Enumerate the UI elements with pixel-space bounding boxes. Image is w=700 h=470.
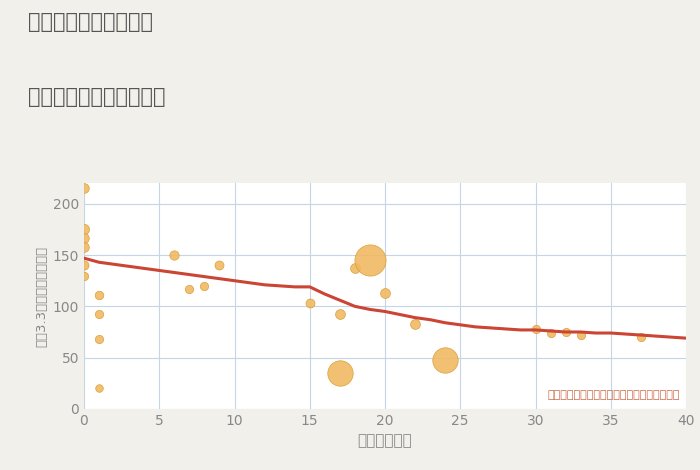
Point	[636, 333, 647, 341]
Point	[183, 285, 195, 293]
Point	[530, 325, 541, 333]
Point	[78, 262, 90, 269]
Point	[78, 226, 90, 233]
Point	[304, 299, 315, 307]
Text: 兵庫県西宮市戸崎町の: 兵庫県西宮市戸崎町の	[28, 12, 153, 32]
Point	[335, 310, 346, 317]
Point	[169, 251, 180, 259]
Point	[93, 336, 105, 343]
Point	[440, 356, 451, 363]
Point	[379, 289, 391, 297]
Point	[560, 328, 571, 336]
Point	[410, 320, 421, 328]
Point	[78, 185, 90, 192]
Point	[93, 310, 105, 317]
Point	[214, 262, 225, 269]
Point	[199, 282, 210, 290]
Point	[364, 257, 375, 264]
Point	[78, 234, 90, 242]
Point	[78, 272, 90, 279]
Y-axis label: 坪（3.3㎡）単価（万円）: 坪（3.3㎡）単価（万円）	[36, 245, 48, 347]
Point	[575, 331, 587, 339]
Point	[93, 291, 105, 299]
Point	[335, 369, 346, 377]
X-axis label: 築年数（年）: 築年数（年）	[358, 433, 412, 448]
Point	[93, 384, 105, 392]
Text: 築年数別中古戸建て価格: 築年数別中古戸建て価格	[28, 87, 165, 107]
Text: 円の大きさは、取引のあった物件面積を示す: 円の大きさは、取引のあった物件面積を示す	[547, 390, 680, 400]
Point	[349, 265, 360, 272]
Point	[545, 329, 556, 337]
Point	[78, 243, 90, 251]
